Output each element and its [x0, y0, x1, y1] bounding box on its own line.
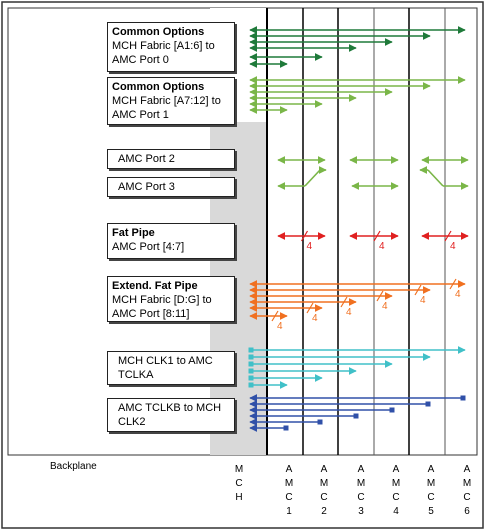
port3-crossover	[427, 169, 444, 187]
box-title: Fat Pipe	[112, 227, 155, 239]
bus-width-slash	[449, 278, 457, 290]
box-line: MCH CLK1 to AMC	[118, 355, 213, 367]
box-line: MCH Fabric [D:G] to	[112, 294, 212, 306]
clock-source-dot	[248, 354, 254, 360]
bus-width-label: 4	[455, 289, 461, 300]
bus-width-slash	[271, 310, 279, 322]
bus-width-slash	[306, 302, 314, 314]
column-label-amc5: A M C 5	[426, 464, 436, 517]
clock-source-dot	[248, 368, 254, 374]
box-title: Common Options	[112, 81, 205, 93]
port3-crossover	[304, 169, 321, 187]
column-label-amc2: A M C 2	[319, 464, 329, 517]
bus-width-slash	[340, 296, 348, 308]
bus-width-slash	[376, 290, 384, 302]
box-fat-pipe: Fat Pipe AMC Port [4:7]	[107, 223, 235, 259]
box-amc-port2: AMC Port 2	[107, 149, 235, 169]
box-common-options-port0: Common Options MCH Fabric [A1:6] to AMC …	[107, 22, 235, 72]
box-title: Common Options	[112, 26, 205, 38]
clock-source-dot	[248, 347, 254, 353]
box-amc-tclkb: AMC TCLKB to MCH CLK2	[107, 398, 235, 432]
bus-width-label: 4	[420, 295, 426, 306]
bus-width-label: 4	[346, 307, 352, 318]
box-line: MCH Fabric [A1:6] to	[112, 40, 215, 52]
box-line: CLK2	[118, 416, 146, 428]
clock-source-dot	[317, 419, 323, 425]
connection-arrows: 4 4 4 4 4 4 4 4 4	[248, 26, 469, 432]
column-label-amc1: A M C 1	[284, 464, 294, 517]
clock-source-dot	[389, 407, 395, 413]
box-line: AMC Port 0	[112, 54, 169, 66]
clock-source-dot	[248, 382, 254, 388]
box-line: AMC Port 2	[118, 153, 175, 165]
box-line: TCLKA	[118, 369, 154, 381]
backplane-label: Backplane	[50, 461, 97, 472]
clock-source-dot	[248, 375, 254, 381]
box-title: Extend. Fat Pipe	[112, 280, 198, 292]
box-line: AMC TCLKB to MCH	[118, 402, 222, 414]
column-label-amc6: A M C 6	[462, 464, 472, 517]
bus-width-label: 4	[312, 313, 318, 324]
box-extend-fat-pipe: Extend. Fat Pipe MCH Fabric [D:G] to AMC…	[107, 276, 235, 322]
bus-width-slash	[373, 230, 381, 242]
bus-width-label: 4	[382, 301, 388, 312]
box-amc-port3: AMC Port 3	[107, 177, 235, 197]
box-line: AMC Port [4:7]	[112, 241, 185, 253]
box-common-options-port1: Common Options MCH Fabric [A7:12] to AMC…	[107, 77, 235, 125]
clock-source-dot	[460, 395, 466, 401]
clock-source-dot	[248, 361, 254, 367]
bus-width-label: 4	[379, 241, 385, 252]
column-label-amc4: A M C 4	[391, 464, 401, 517]
column-label-mch: M C H	[234, 464, 244, 503]
bus-width-label: 4	[307, 241, 313, 252]
box-line: MCH Fabric [A7:12] to	[112, 95, 221, 107]
box-line: AMC Port 3	[118, 181, 175, 193]
clock-source-dot	[425, 401, 431, 407]
box-mch-clk1: MCH CLK1 to AMC TCLKA	[107, 351, 235, 385]
bus-width-label: 4	[450, 241, 456, 252]
box-line: AMC Port [8:11]	[112, 308, 190, 320]
clock-source-dot	[283, 425, 289, 431]
column-label-amc3: A M C 3	[356, 464, 366, 517]
bus-width-slash	[300, 230, 309, 242]
bus-width-label: 4	[277, 321, 283, 332]
box-line: AMC Port 1	[112, 109, 169, 121]
clock-source-dot	[353, 413, 359, 419]
bus-width-slash	[414, 284, 422, 296]
bus-width-slash	[444, 230, 452, 242]
